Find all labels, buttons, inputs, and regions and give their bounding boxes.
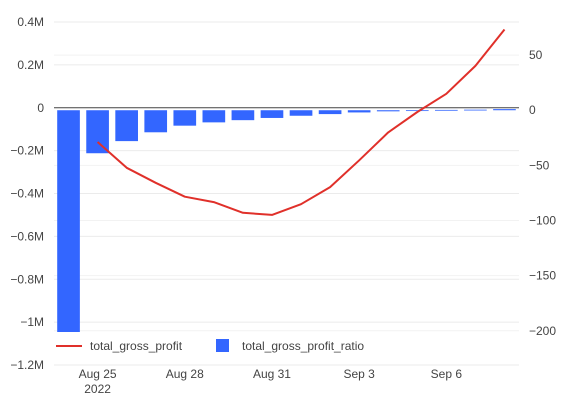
y-axis-left: 0.4M 0.2M 0 −0.2M −0.4M −0.6M −0.8M −1M −1.2M bbox=[10, 15, 44, 372]
y-left-tick-label: 0.2M bbox=[17, 58, 44, 72]
gridlines bbox=[54, 21, 519, 366]
bar-aug-27 bbox=[144, 110, 168, 133]
y-left-tick-label: −1.2M bbox=[10, 358, 44, 372]
bar-aug-30 bbox=[231, 110, 255, 121]
x-tick-year-label: 2022 bbox=[84, 382, 111, 396]
y-right-tick-label: −100 bbox=[529, 214, 556, 228]
y-axis-right: 50 0 −50 −100 −150 −200 bbox=[529, 48, 556, 338]
bar-aug-25 bbox=[86, 110, 109, 154]
y-right-tick-label: −150 bbox=[529, 269, 556, 283]
y-left-tick-label: −1M bbox=[20, 315, 44, 329]
x-tick-label: Aug 28 bbox=[166, 367, 204, 381]
bar-sep-3 bbox=[347, 110, 371, 113]
y-left-tick-label: 0 bbox=[37, 101, 44, 115]
bar-aug-31 bbox=[260, 110, 284, 118]
x-tick-label: Sep 6 bbox=[431, 367, 463, 381]
y-left-tick-label: −0.2M bbox=[10, 144, 44, 158]
bar-sep-8 bbox=[493, 109, 516, 111]
bar-sep-5 bbox=[405, 110, 429, 112]
y-right-tick-label: −50 bbox=[529, 158, 550, 172]
y-right-tick-label: −200 bbox=[529, 324, 556, 338]
y-left-tick-label: 0.4M bbox=[17, 15, 44, 29]
x-tick-label: Aug 31 bbox=[253, 367, 291, 381]
bar-aug-24 bbox=[57, 110, 80, 350]
bar-sep-2 bbox=[318, 110, 342, 115]
y-left-tick-label: −0.8M bbox=[10, 272, 44, 286]
bar-sep-4 bbox=[376, 110, 400, 112]
bar-sep-1 bbox=[289, 110, 313, 116]
legend-label-total-gross-profit-ratio[interactable]: total_gross_profit_ratio bbox=[242, 339, 364, 353]
bar-aug-29 bbox=[202, 110, 226, 123]
bar-series-total-gross-profit-ratio bbox=[57, 109, 516, 350]
bar-sep-7 bbox=[464, 109, 487, 111]
x-tick-label: Aug 25 bbox=[79, 367, 117, 381]
legend-swatch-total-gross-profit-ratio bbox=[216, 339, 229, 352]
legend-label-total-gross-profit[interactable]: total_gross_profit bbox=[90, 339, 183, 353]
x-tick-label: Sep 3 bbox=[343, 367, 375, 381]
legend[interactable]: total_gross_profit total_gross_profit_ra… bbox=[50, 332, 395, 360]
bar-aug-28 bbox=[173, 110, 197, 126]
line-series-total-gross-profit bbox=[96, 28, 506, 216]
bar-aug-26 bbox=[115, 110, 138, 142]
y-left-tick-label: −0.4M bbox=[10, 187, 44, 201]
y-right-tick-label: 50 bbox=[529, 48, 543, 62]
y-right-tick-label: 0 bbox=[529, 103, 536, 117]
y-left-tick-label: −0.6M bbox=[10, 229, 44, 243]
bar-sep-6 bbox=[435, 109, 458, 111]
